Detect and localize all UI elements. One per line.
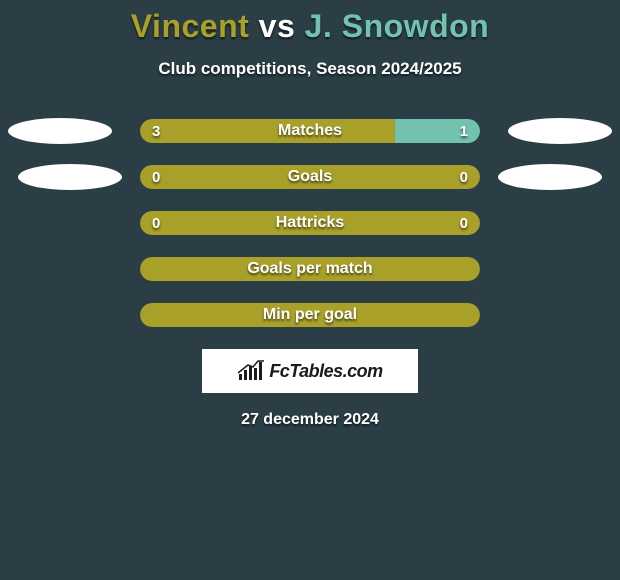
decor-ellipse-left (18, 164, 122, 190)
stat-rows: Matches31Goals00Hattricks00Goals per mat… (0, 119, 620, 327)
decor-ellipse-right (498, 164, 602, 190)
stat-row: Matches31 (0, 119, 620, 143)
player-1-name: Vincent (131, 8, 250, 44)
watermark: FcTables.com (202, 349, 418, 393)
decor-ellipse-right (508, 118, 612, 144)
stat-row: Hattricks00 (0, 211, 620, 235)
stat-row: Goals00 (0, 165, 620, 189)
stat-bar-full-seg (140, 211, 480, 235)
stat-bar-full-seg (140, 303, 480, 327)
stat-bar: Min per goal (140, 303, 480, 327)
player-2-name: J. Snowdon (305, 8, 490, 44)
stat-row: Goals per match (0, 257, 620, 281)
stat-bar-full-seg (140, 165, 480, 189)
stat-value-left: 3 (152, 119, 160, 143)
stats-card: Vincent vs J. Snowdon Club competitions,… (0, 0, 620, 580)
stat-bar: Goals per match (140, 257, 480, 281)
stat-value-left: 0 (152, 211, 160, 235)
date-stamp: 27 december 2024 (0, 411, 620, 429)
title-vs: vs (259, 8, 296, 44)
decor-ellipse-left (8, 118, 112, 144)
stat-bar-full-seg (140, 257, 480, 281)
card-title: Vincent vs J. Snowdon (0, 8, 620, 45)
stat-value-right: 0 (460, 211, 468, 235)
watermark-text: FcTables.com (269, 361, 382, 382)
stat-bar: Goals00 (140, 165, 480, 189)
bar-chart-icon (237, 360, 265, 382)
stat-row: Min per goal (0, 303, 620, 327)
stat-value-right: 0 (460, 165, 468, 189)
stat-bar: Matches31 (140, 119, 480, 143)
stat-bar-left-seg (140, 119, 395, 143)
stat-value-right: 1 (460, 119, 468, 143)
stat-bar: Hattricks00 (140, 211, 480, 235)
card-subtitle: Club competitions, Season 2024/2025 (0, 59, 620, 79)
stat-value-left: 0 (152, 165, 160, 189)
